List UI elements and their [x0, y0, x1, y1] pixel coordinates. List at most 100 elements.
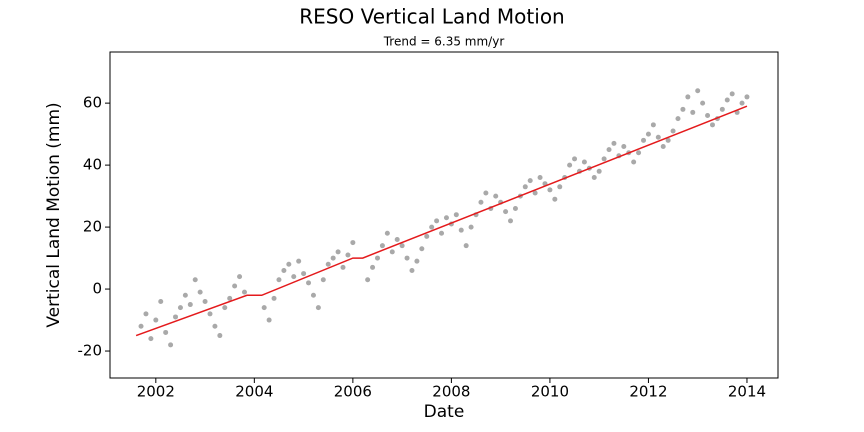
data-point — [655, 134, 661, 140]
data-point — [232, 283, 238, 289]
data-point — [508, 218, 514, 224]
data-point — [350, 240, 356, 246]
data-point — [439, 230, 445, 236]
data-point — [148, 336, 154, 342]
plot-frame — [109, 51, 779, 379]
data-point — [503, 209, 509, 215]
data-point — [394, 236, 400, 242]
trend-line — [135, 105, 748, 337]
data-point — [512, 205, 518, 211]
data-point — [724, 97, 730, 103]
chart-subtitle: Trend = 6.35 mm/yr — [383, 35, 505, 49]
data-point — [315, 305, 321, 311]
data-point — [537, 175, 543, 181]
chart-title: RESO Vertical Land Motion — [299, 5, 564, 29]
data-point — [705, 113, 711, 119]
data-point — [572, 156, 578, 162]
data-point — [675, 116, 681, 122]
data-point — [424, 233, 430, 239]
data-point — [552, 196, 558, 202]
data-point — [453, 212, 459, 218]
data-point — [419, 246, 425, 252]
x-tick-label: 2012 — [629, 383, 667, 401]
data-point — [389, 249, 395, 255]
data-point — [532, 190, 538, 196]
data-point — [567, 162, 573, 168]
data-point — [138, 323, 144, 329]
data-point — [729, 91, 735, 97]
data-point — [695, 88, 701, 94]
data-point — [527, 178, 533, 184]
x-tick-label: 2014 — [728, 383, 766, 401]
data-point — [557, 184, 563, 190]
data-point — [645, 131, 651, 137]
data-point — [606, 147, 612, 153]
data-point — [374, 255, 380, 261]
data-point — [266, 317, 272, 323]
data-point — [744, 94, 750, 100]
data-point — [271, 295, 277, 301]
data-point — [700, 100, 706, 106]
data-point — [227, 295, 233, 301]
data-point — [276, 277, 282, 283]
data-point — [143, 311, 149, 317]
data-point — [330, 255, 336, 261]
data-point — [192, 277, 198, 283]
data-point — [291, 274, 297, 280]
x-tick-label: 2006 — [334, 383, 372, 401]
data-point — [631, 159, 637, 165]
data-point — [310, 292, 316, 298]
data-point — [345, 252, 351, 258]
x-tick-label: 2010 — [531, 383, 569, 401]
data-point — [690, 109, 696, 115]
x-axis-label: Date — [424, 402, 465, 422]
data-point — [340, 264, 346, 270]
data-point — [153, 317, 159, 323]
data-point — [522, 184, 528, 190]
data-point — [719, 106, 725, 112]
data-point — [665, 137, 671, 143]
y-axis-label: Vertical Land Motion (mm) — [44, 102, 64, 327]
y-tick-label: 60 — [83, 94, 102, 112]
data-point — [601, 156, 607, 162]
data-point — [301, 271, 307, 277]
data-point — [379, 243, 385, 249]
data-point — [739, 100, 745, 106]
data-point — [591, 175, 597, 181]
data-point — [414, 258, 420, 264]
data-point — [202, 298, 208, 304]
data-point — [320, 277, 326, 283]
data-point — [187, 302, 193, 308]
data-point — [222, 305, 228, 311]
data-point — [182, 292, 188, 298]
data-point — [709, 122, 715, 128]
data-point — [680, 106, 686, 112]
data-point — [611, 140, 617, 146]
data-point — [547, 187, 553, 193]
data-point — [409, 267, 415, 273]
data-point — [306, 280, 312, 286]
data-point — [478, 199, 484, 205]
data-point — [286, 261, 292, 267]
data-point — [458, 227, 464, 233]
data-point — [596, 168, 602, 174]
y-tick-label: -20 — [78, 342, 103, 360]
x-tick-label: 2002 — [137, 383, 175, 401]
y-tick-label: 40 — [83, 156, 102, 174]
data-point — [207, 311, 213, 317]
data-point — [217, 333, 223, 339]
data-point — [670, 128, 676, 134]
data-point — [404, 255, 410, 261]
data-point — [581, 159, 587, 165]
data-point — [463, 243, 469, 249]
data-point — [168, 342, 174, 348]
data-point — [177, 305, 183, 311]
data-point — [163, 329, 169, 335]
data-point — [370, 264, 376, 270]
data-point — [641, 137, 647, 143]
data-point — [443, 215, 449, 221]
data-point — [281, 267, 287, 273]
data-point — [173, 314, 179, 320]
data-point — [636, 150, 642, 156]
